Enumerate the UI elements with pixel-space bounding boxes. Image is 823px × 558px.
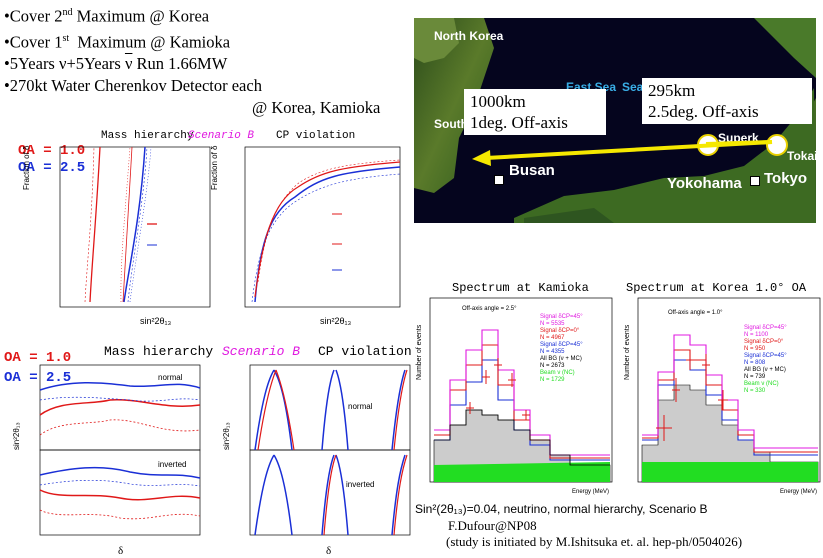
map-label-yokohama: Yokohama [667, 175, 742, 192]
lower-title-mass: Mass hierarchy [104, 344, 214, 359]
spectra-xlabel-left: Energy (MeV) [572, 489, 610, 495]
spectrum-kamioka-title: Spectrum at Kamioka [452, 281, 589, 295]
lower-title-scenario: Scenario B [222, 344, 301, 359]
legend-entry: All BG (ν + MC) [744, 367, 786, 373]
legend-entry: N = 808 [744, 360, 766, 366]
legend-entry: N = 1100 [744, 332, 769, 338]
legend-entry: Signal δCP=0° [744, 339, 784, 345]
legend-entry: N = 4967 [540, 335, 565, 341]
lower-ylabel-left: sin²2θ₁₃ [12, 422, 21, 450]
bullet-2: •Cover 1st Maximum @ Kamioka [4, 32, 231, 51]
lower-xlabel-right: δ [326, 545, 332, 557]
legend-entry: N = 5535 [540, 321, 565, 327]
upper-title-mass: Mass hierarchy [101, 130, 194, 142]
map-label-north-korea: North Korea [434, 29, 504, 43]
spectrum-korea-title: Spectrum at Korea 1.0° OA [626, 281, 807, 295]
callout-kamioka-distance: 295km [648, 81, 696, 100]
legend-entry: Signal δCP=45° [744, 325, 787, 331]
bullet-1: •Cover 2nd Maximum @ Korea [4, 6, 210, 26]
korea-legend: Signal δCP=45° N = 1100 Signal δCP=0° N = 9… [744, 325, 787, 395]
map-label-tokai: Tokai [787, 149, 816, 163]
tokyo-marker-icon [750, 176, 760, 186]
upper-ylabel-right: Fraction of δ [210, 145, 219, 190]
bullet-list: •Cover 2nd Maximum @ Korea •Cover 1st Ma… [4, 2, 380, 119]
legend-entry: N = 4355 [540, 349, 565, 355]
lower-inverted-label: inverted [158, 460, 187, 469]
upper-xlabel-right: sin²2θ₁₃ [320, 316, 352, 326]
lower-title-cp: CP violation [318, 344, 412, 359]
legend-entry: Signal δCP=45° [540, 314, 583, 320]
map-label-busan: Busan [509, 162, 555, 179]
lower-cp-normal-label: normal [348, 402, 373, 411]
spectra-graphic [429, 297, 821, 483]
callout-korea-offaxis: 1deg. Off-axis [470, 113, 568, 132]
spectra-xlabel-right: Energy (MeV) [780, 489, 818, 495]
lower-xlabel-left: δ [118, 545, 124, 557]
bullet-5: @ Korea, Kamioka [252, 98, 381, 117]
kamioka-offaxis-label: Off-axis angle = 2.5° [462, 306, 517, 312]
legend-entry: Beam ν (NC) [540, 370, 575, 376]
tokai-detector-icon [766, 134, 788, 156]
lower-plots-graphic [39, 364, 411, 536]
lower-oa2-label: OA = 2.5 [4, 370, 72, 386]
map-image: North Korea East Sea Sea South Busan Yok… [414, 18, 816, 223]
callout-korea: 1000km 1deg. Off-axis [464, 89, 606, 135]
legend-entry: Signal δCP=0° [540, 328, 580, 334]
busan-marker-icon [494, 175, 504, 185]
legend-entry: Beam ν (NC) [744, 381, 779, 387]
legend-entry: N = 739 [744, 374, 766, 380]
upper-xlabel-left: sin²2θ₁₃ [140, 316, 172, 326]
callout-kamioka-offaxis: 2.5deg. Off-axis [648, 102, 759, 121]
upper-title-cp: CP violation [276, 130, 356, 142]
legend-entry: N = 330 [744, 388, 766, 394]
map-label-tokyo: Tokyo [764, 170, 808, 187]
callout-kamioka: 295km 2.5deg. Off-axis [642, 78, 812, 124]
spectra-ylabel-left: Number of events [416, 324, 423, 380]
bullet-3: •5Years ν+5Years ν Run 1.66MW [4, 54, 228, 73]
legend-entry: All BG (ν + MC) [540, 356, 582, 362]
upper-ylabel-left: Fraction of δ [22, 145, 31, 190]
map-label-south: South [434, 117, 468, 131]
callout-korea-distance: 1000km [470, 92, 526, 111]
lower-normal-label: normal [158, 373, 183, 382]
legend-entry: Signal δCP=45° [540, 342, 583, 348]
upper-title-scenario: Scenario B [188, 130, 255, 142]
map-label-sea: Sea [622, 80, 644, 94]
footer-citation: (study is initiated by M.Ishitsuka et. a… [446, 534, 743, 549]
lower-ylabel-right: sin²2θ₁₃ [222, 422, 231, 450]
legend-entry: Signal δCP=45° [744, 353, 787, 359]
bullet-4: •270kt Water Cherenkov Detector each [4, 76, 262, 95]
upper-plots-graphic [59, 146, 401, 308]
korea-offaxis-label: Off-axis angle = 1.0° [668, 310, 723, 316]
legend-entry: N = 2673 [540, 363, 565, 369]
kamioka-legend: Signal δCP=45° N = 5535 Signal δCP=0° N = 4… [540, 314, 583, 384]
legend-entry: N = 950 [744, 346, 766, 352]
footer-parameters: Sin²(2θ₁₃)=0.04, neutrino, normal hierar… [415, 502, 708, 516]
lower-oa1-label: OA = 1.0 [4, 350, 72, 366]
lower-cp-inverted-label: inverted [346, 480, 375, 489]
spectra-ylabel-right: Number of events [624, 324, 631, 380]
footer-author: F.Dufour@NP08 [448, 518, 537, 533]
legend-entry: N = 1729 [540, 377, 565, 383]
upper-oa2-label: OA = 2.5 [18, 160, 86, 176]
